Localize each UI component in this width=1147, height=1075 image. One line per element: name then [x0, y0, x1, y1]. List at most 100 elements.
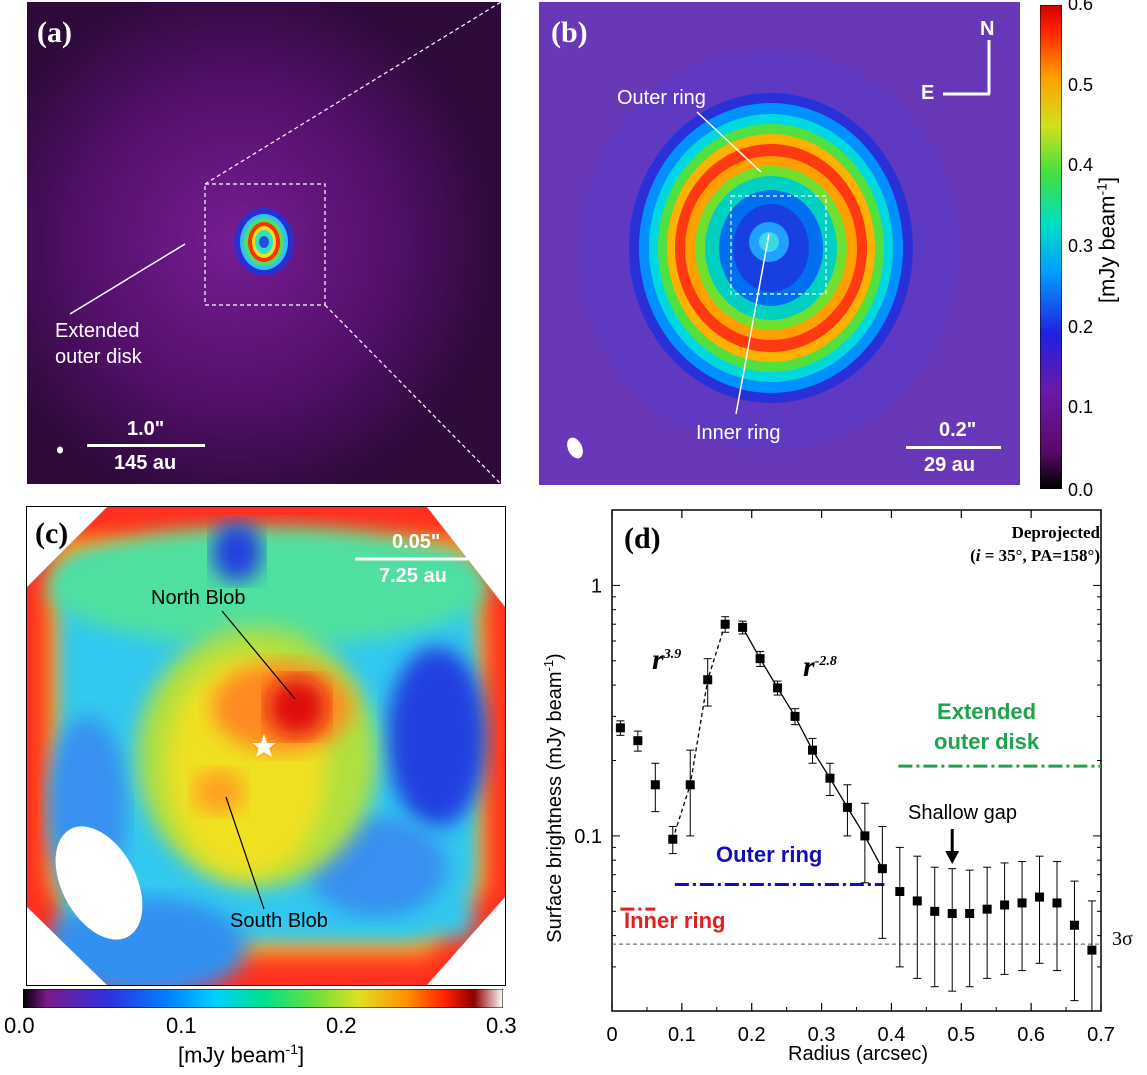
- compass-n: N: [980, 18, 995, 40]
- data-point: [720, 619, 730, 629]
- cbar-label-end: ]: [1094, 176, 1120, 184]
- x-tick-label: 0.4: [878, 1024, 906, 1046]
- y-tick-label: 1: [591, 575, 602, 597]
- title-open-paren: (: [970, 546, 976, 565]
- cbar-label-main: [mJy beam: [1094, 195, 1120, 304]
- x-tick-label: 0.3: [808, 1024, 836, 1046]
- panel-d-label: (d): [624, 522, 661, 555]
- cbar-tick-0.5: 0.5: [1068, 75, 1094, 95]
- cbar-label-sup: -1: [1093, 183, 1110, 196]
- gap-arrow-head: [945, 851, 960, 864]
- cbar-c-tick-0.3: 0.3: [486, 1013, 517, 1038]
- x-axis-title: Radius (arcsec): [788, 1043, 929, 1065]
- data-point: [685, 780, 695, 790]
- cbar-tick-0.3: 0.3: [1068, 236, 1094, 256]
- x-tick-label: 0.1: [668, 1024, 696, 1046]
- panel-b: (b) Outer ring Inner ring N E 0.2" 29 au: [539, 2, 1020, 485]
- data-point: [668, 834, 678, 844]
- data-point: [615, 723, 625, 733]
- data-point: [965, 909, 975, 919]
- data-point: [650, 780, 660, 790]
- y-axis-title: Surface brightness (mJy beam-1): [541, 653, 567, 942]
- y-axis-title-sup: -1: [541, 659, 557, 672]
- annotation-line-1: Extended: [55, 320, 140, 342]
- data-point: [1017, 898, 1027, 908]
- data-point: [982, 904, 992, 914]
- data-point: [842, 802, 852, 812]
- title-rest: = 35°, PA=158°): [980, 546, 1100, 565]
- annotation-line-2: outer disk: [55, 346, 142, 368]
- cbar-tick-0.4: 0.4: [1068, 155, 1094, 175]
- panel-a-image: [27, 2, 501, 484]
- data-point: [738, 622, 748, 632]
- inner-ring-label: Inner ring: [624, 908, 726, 933]
- data-point: [790, 711, 800, 721]
- beam-ellipse: [55, 826, 143, 940]
- extended-line-1: Extended: [937, 699, 1037, 724]
- data-point: [1069, 920, 1079, 930]
- data-point: [1035, 892, 1045, 902]
- y-axis-title-end: ): [543, 653, 566, 660]
- panel-c-image: [27, 507, 505, 985]
- scalebar-top-label: 0.05": [392, 531, 441, 553]
- scalebar: [87, 444, 205, 447]
- powerlaw-fit-line: [742, 627, 883, 869]
- cbar-tick-0.6: 0.6: [1068, 0, 1094, 14]
- panel-b-image: [539, 2, 1020, 485]
- scalebar-bottom-label: 7.25 au: [379, 565, 447, 587]
- cbar-c-label-sup: -1: [285, 1041, 299, 1057]
- powerlaw-fall-label: r-2.8: [803, 650, 837, 684]
- scalebar: [906, 446, 1001, 449]
- cbar-c-label-main: [mJy beam: [178, 1042, 286, 1068]
- panel-c-colorbar: [23, 989, 503, 1008]
- scalebar-bottom-label: 145 au: [114, 452, 177, 474]
- data-point: [633, 736, 643, 746]
- cbar-c-tick-0.0: 0.0: [4, 1013, 35, 1038]
- y-axis-title-main: Surface brightness (mJy beam: [543, 671, 566, 943]
- scalebar-top-label: 0.2": [939, 419, 977, 441]
- data-point: [1000, 900, 1010, 910]
- cbar-tick-0.0: 0.0: [1068, 480, 1094, 500]
- fall-exp: -2.8: [814, 654, 837, 669]
- data-point: [755, 654, 765, 664]
- panel-a-label: (a): [37, 16, 72, 49]
- cbar-tick-0.2: 0.2: [1068, 317, 1094, 337]
- powerlaw-rise-label: r3.9: [652, 643, 681, 677]
- x-tick-label: 0.5: [947, 1024, 975, 1046]
- scalebar-bottom-label: 29 au: [924, 454, 976, 476]
- x-tick-label: 0: [606, 1024, 617, 1046]
- panel-b-colorbar-label: [mJy beam-1]: [1093, 177, 1120, 303]
- panel-c-label: (c): [35, 517, 69, 550]
- cbar-c-tick-0.2: 0.2: [326, 1013, 357, 1038]
- panel-c-colorbar-label: [mJy beam-1]: [178, 1041, 304, 1068]
- scalebar-top-label: 1.0": [127, 418, 165, 440]
- deprojected-title: Deprojected (i = 35°, PA=158°): [930, 521, 1100, 567]
- star-icon: [252, 734, 276, 757]
- data-point: [947, 909, 957, 919]
- fall-base: r: [803, 650, 815, 683]
- zoom-box: [204, 183, 326, 306]
- powerlaw-fit-line: [672, 624, 726, 840]
- sigma-label: 3σ: [1112, 928, 1133, 950]
- deprojected-line-2: (i = 35°, PA=158°): [930, 544, 1100, 567]
- zoom-box: [730, 195, 827, 295]
- x-tick-label: 0.6: [1017, 1024, 1045, 1046]
- x-tick-label: 0.2: [738, 1024, 766, 1046]
- data-point: [807, 745, 817, 755]
- cbar-tick-0.1: 0.1: [1068, 397, 1094, 417]
- compass-e: E: [921, 82, 935, 104]
- data-point: [825, 773, 835, 783]
- beam-ellipse: [567, 437, 583, 459]
- cbar-c-tick-0.1: 0.1: [166, 1013, 197, 1038]
- cbar-c-label-end: ]: [298, 1042, 305, 1068]
- south-blob-label: South Blob: [230, 910, 328, 932]
- y-tick-label: 0.1: [574, 826, 602, 848]
- rise-base: r: [652, 643, 664, 676]
- data-point: [877, 864, 887, 874]
- panel-a: (a) Extended outer disk 1.0" 145 au: [27, 2, 501, 484]
- data-point: [895, 886, 905, 896]
- data-point: [912, 896, 922, 906]
- panel-b-colorbar: [1040, 5, 1062, 489]
- extended-outer-disk-label: Extended outer disk: [55, 318, 142, 370]
- x-tick-label: 0.7: [1087, 1024, 1115, 1046]
